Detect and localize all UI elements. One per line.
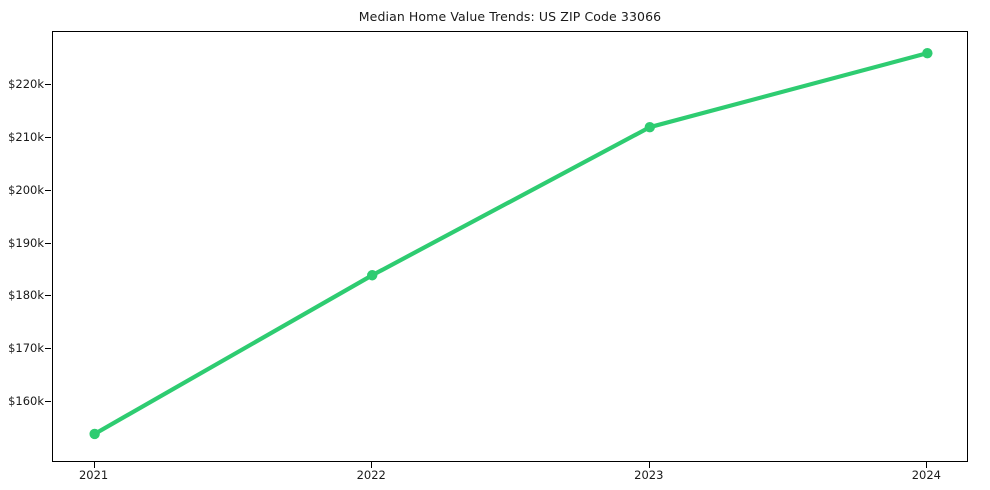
x-axis-tick-label: 2023 <box>634 468 664 482</box>
y-axis-tick-mark <box>45 136 51 138</box>
x-axis-tick-label: 2024 <box>911 468 941 482</box>
line-series-markers <box>89 47 933 440</box>
y-axis-tick-label: $200k <box>8 182 44 197</box>
y-axis-tick-mark <box>45 401 51 403</box>
y-axis-tick-label: $190k <box>8 235 44 250</box>
y-axis-tick-label: $210k <box>8 129 44 144</box>
data-point-marker <box>644 121 655 133</box>
y-axis-tick-label: $180k <box>8 288 44 303</box>
y-axis-tick-mark <box>45 189 51 191</box>
data-point-marker <box>922 47 933 59</box>
y-axis-tick-label: $170k <box>8 341 44 356</box>
plot-area <box>52 31 968 462</box>
y-axis-tick-mark <box>45 242 51 244</box>
y-axis-tick-mark <box>45 83 51 85</box>
y-axis-tick-mark <box>45 348 51 350</box>
y-axis-tick-mark <box>45 295 51 297</box>
chart-title: Median Home Value Trends: US ZIP Code 33… <box>358 9 662 24</box>
y-axis-tick-label: $220k <box>8 76 44 91</box>
line-series-path <box>92 51 930 437</box>
y-axis-tick-label: $160k <box>8 394 44 409</box>
line-series-svg <box>89 47 933 440</box>
data-point-marker <box>367 270 378 281</box>
data-point-marker <box>89 428 100 440</box>
y-axis-tick-labels: $160k $170k $180k $190k $200k $210k $220k <box>0 0 44 490</box>
x-axis-tick-label: 2022 <box>356 468 386 482</box>
x-axis-tick-label: 2021 <box>78 468 109 482</box>
